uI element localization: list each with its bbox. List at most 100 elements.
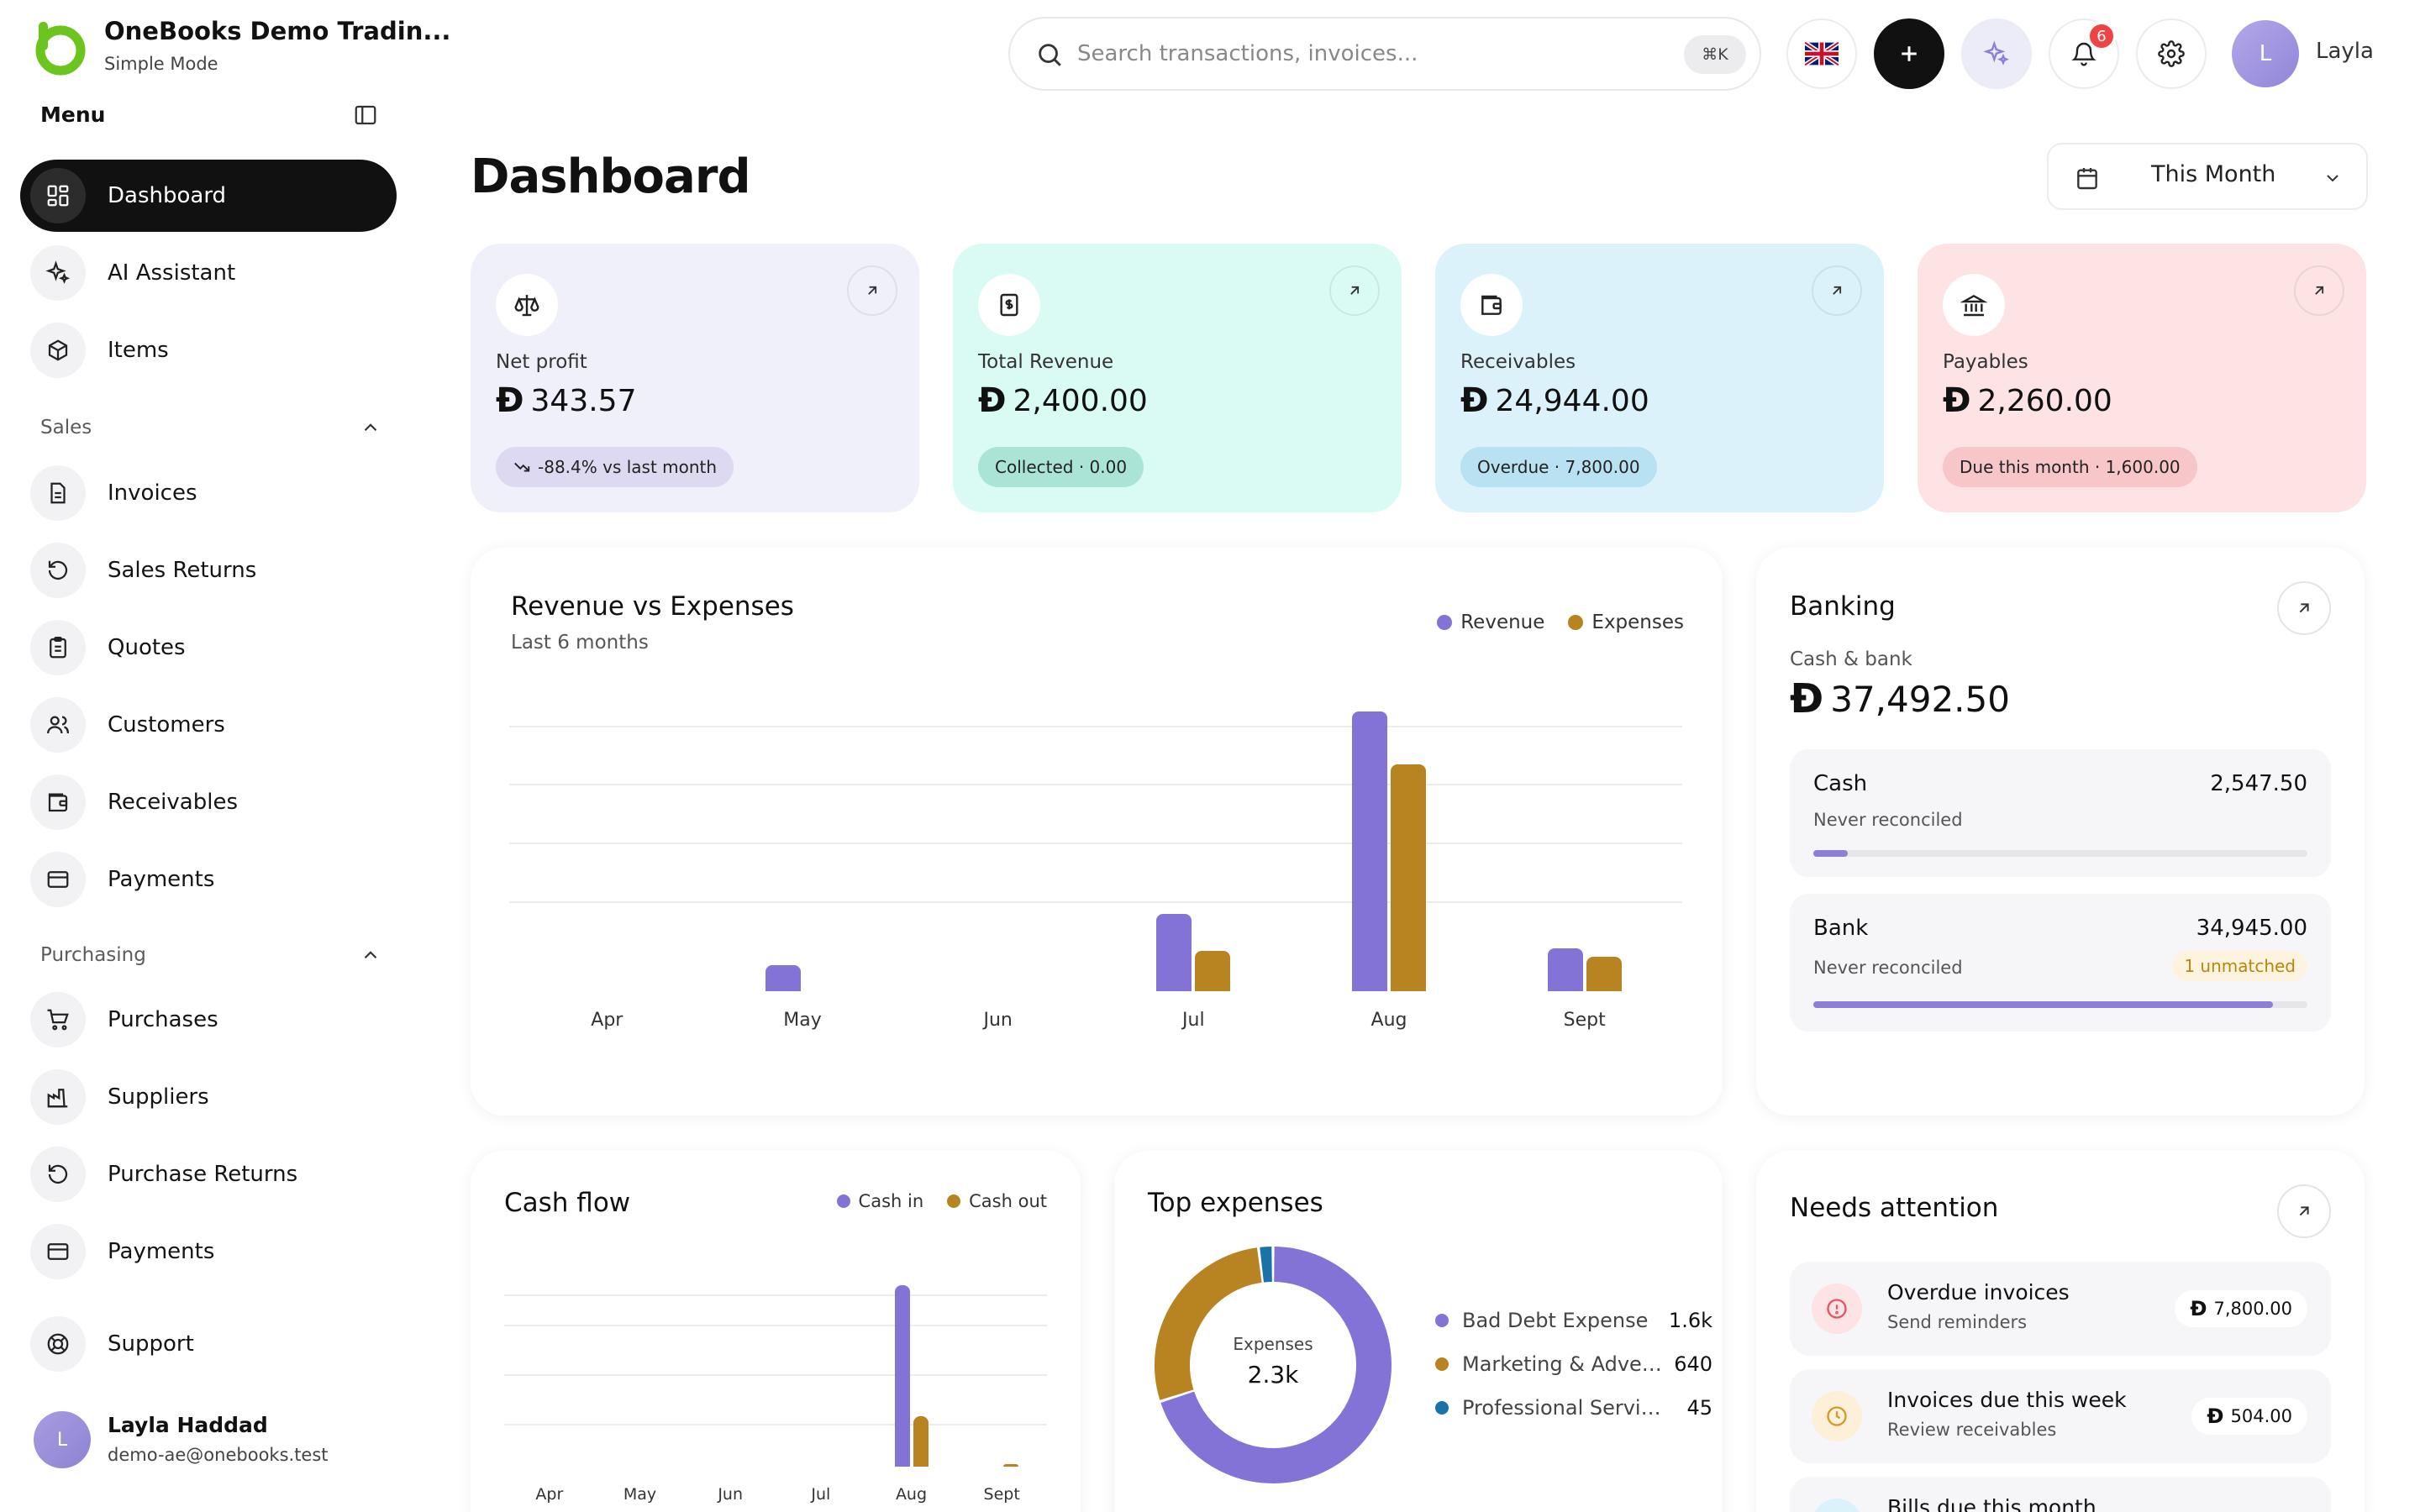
account-row-cash[interactable]: Cash 2,547.50 Never reconciled — [1790, 749, 2331, 877]
sidebar-item-items[interactable]: Items — [20, 314, 397, 386]
bar-cash-out-sept[interactable] — [1003, 1464, 1019, 1467]
rotate-ccw-icon — [30, 1147, 86, 1202]
notification-count-badge: 6 — [2087, 22, 2116, 50]
sidebar-item-label: Payments — [108, 1239, 215, 1264]
search-input[interactable] — [1077, 34, 1665, 74]
legend-item-revenue[interactable]: Revenue — [1437, 612, 1544, 633]
kpi-amount: 2,400.00 — [1013, 383, 1148, 418]
sidebar-item-sales-returns[interactable]: Sales Returns — [20, 534, 397, 606]
kpi-card-receivables[interactable]: Receivables Ð 24,944.00 Overdue · 7,800.0… — [1435, 244, 1884, 512]
attention-amount-value: 7,800.00 — [2213, 1299, 2292, 1319]
arrow-up-right-icon[interactable] — [2277, 1184, 2331, 1238]
sidebar-item-supplier-payments[interactable]: Payments — [20, 1215, 397, 1288]
alert-circle-icon — [1812, 1284, 1862, 1334]
section-sales[interactable]: Sales — [40, 417, 92, 438]
ai-sparkles-button[interactable] — [1961, 18, 2032, 89]
receipt-icon — [978, 274, 1040, 336]
unmatched-badge[interactable]: 1 unmatched — [2172, 951, 2307, 981]
sidebar-item-support[interactable]: Support — [20, 1308, 397, 1380]
legend-dot — [1435, 1314, 1449, 1327]
bar-revenue-sept[interactable] — [1547, 948, 1583, 991]
arrow-up-right-icon[interactable] — [1329, 265, 1380, 316]
chevron-up-icon[interactable] — [360, 944, 381, 966]
sidebar-item-invoices[interactable]: Invoices — [20, 457, 397, 529]
legend-item-cash-out[interactable]: Cash out — [947, 1191, 1047, 1211]
bar-cash-in-aug[interactable] — [894, 1284, 910, 1467]
legend-item-expenses[interactable]: Expenses — [1568, 612, 1684, 633]
kpi-card-total-revenue[interactable]: Total Revenue Ð 2,400.00 Collected · 0.00 — [953, 244, 1402, 512]
chart-legend: Revenue Expenses — [1413, 612, 1684, 633]
attention-item-invoices-due[interactable]: Invoices due this week Review receivable… — [1790, 1369, 2331, 1463]
attention-title: Overdue invoices — [1887, 1280, 2070, 1305]
arrow-up-right-icon[interactable] — [847, 265, 897, 316]
bar-cash-out-aug[interactable] — [913, 1416, 929, 1467]
expense-legend-row[interactable]: Marketing & Adverti... 640 — [1435, 1352, 1712, 1376]
users-icon — [30, 697, 86, 753]
period-selector[interactable]: This Month — [2047, 143, 2368, 210]
sidebar-item-suppliers[interactable]: Suppliers — [20, 1061, 397, 1133]
sidebar-item-payments[interactable]: Payments — [20, 843, 397, 916]
attention-title: Bills due this month — [1887, 1495, 2096, 1512]
box-icon — [30, 323, 86, 378]
kpi-card-net-profit[interactable]: Net profit Ð 343.57 -88.4% vs last month — [471, 244, 919, 512]
topbar-user-name[interactable]: Layla — [2316, 39, 2374, 64]
x-tick-label: Jul — [811, 1485, 831, 1504]
attention-item-bills-due[interactable]: Bills due this month — [1790, 1477, 2331, 1512]
notifications-button[interactable] — [2049, 18, 2119, 89]
language-button[interactable] — [1786, 18, 1857, 89]
kpi-card-payables[interactable]: Payables Ð 2,260.00 Due this month · 1,60… — [1918, 244, 2366, 512]
search-bar[interactable]: ⌘K — [1008, 17, 1761, 91]
avatar: L — [34, 1411, 91, 1468]
sidebar-user[interactable]: L Layla Haddad demo-ae@onebooks.test — [34, 1411, 403, 1478]
section-purchasing[interactable]: Purchasing — [40, 944, 146, 966]
expense-legend-row[interactable]: Professional Services 45 — [1435, 1396, 1712, 1420]
x-tick-label: Jun — [718, 1485, 743, 1504]
sidebar-item-label: Quotes — [108, 635, 186, 660]
attention-amount-value: 504.00 — [2230, 1406, 2292, 1426]
attention-item-overdue-invoices[interactable]: Overdue invoices Send reminders Ð 7,800.0… — [1790, 1262, 2331, 1356]
account-row-bank[interactable]: Bank 34,945.00 Never reconciled 1 unmatc… — [1790, 894, 2331, 1032]
bar-expenses-jul[interactable] — [1195, 950, 1231, 991]
cart-icon — [30, 992, 86, 1047]
kpi-label: Receivables — [1460, 351, 1576, 373]
add-new-button[interactable] — [1874, 18, 1944, 89]
sidebar-item-quotes[interactable]: Quotes — [20, 612, 397, 684]
expense-legend-row[interactable]: Bad Debt Expense 1.6k — [1435, 1309, 1712, 1332]
chevron-up-icon[interactable] — [360, 417, 381, 438]
settings-button[interactable] — [2136, 18, 2207, 89]
sidebar-item-receivables[interactable]: Receivables — [20, 766, 397, 838]
sidebar-item-customers[interactable]: Customers — [20, 689, 397, 761]
kpi-label: Total Revenue — [978, 351, 1114, 373]
sidebar-item-ai-assistant[interactable]: AI Assistant — [20, 237, 397, 309]
bar-revenue-may[interactable] — [765, 965, 801, 991]
gridline — [509, 784, 1682, 786]
user-avatar[interactable]: L — [2232, 20, 2299, 87]
sidebar-item-purchase-returns[interactable]: Purchase Returns — [20, 1138, 397, 1210]
sidebar-item-purchases[interactable]: Purchases — [20, 984, 397, 1056]
gridline — [509, 725, 1682, 727]
legend-label: Revenue — [1460, 612, 1545, 633]
donut-slice-2[interactable] — [1260, 1247, 1273, 1283]
arrow-up-right-icon[interactable] — [1812, 265, 1862, 316]
search-icon — [1035, 40, 1064, 69]
arrow-up-right-icon[interactable] — [2294, 265, 2344, 316]
donut-slice-0[interactable] — [1160, 1247, 1392, 1483]
sidebar-item-dashboard[interactable]: Dashboard — [20, 160, 397, 232]
donut-slice-1[interactable] — [1155, 1247, 1263, 1400]
legend-dot — [1435, 1401, 1449, 1415]
bar-expenses-sept[interactable] — [1586, 956, 1622, 991]
grid-icon — [30, 168, 86, 223]
bar-revenue-aug[interactable] — [1352, 711, 1387, 991]
sidebar-item-label: Items — [108, 338, 169, 363]
x-tick-label: Sept — [983, 1485, 1020, 1504]
legend-item-cash-in[interactable]: Cash in — [836, 1191, 923, 1211]
bar-expenses-aug[interactable] — [1391, 764, 1426, 991]
wallet-icon — [1460, 274, 1523, 336]
bell-icon — [2070, 40, 2097, 67]
arrow-up-right-icon[interactable] — [2277, 581, 2331, 635]
sidebar-toggle-icon[interactable] — [353, 102, 378, 128]
credit-card-icon — [30, 1224, 86, 1279]
company-name[interactable]: OneBooks Demo Tradin... — [104, 17, 451, 45]
card-title: Cash flow — [504, 1188, 631, 1218]
bar-revenue-jul[interactable] — [1156, 914, 1192, 991]
